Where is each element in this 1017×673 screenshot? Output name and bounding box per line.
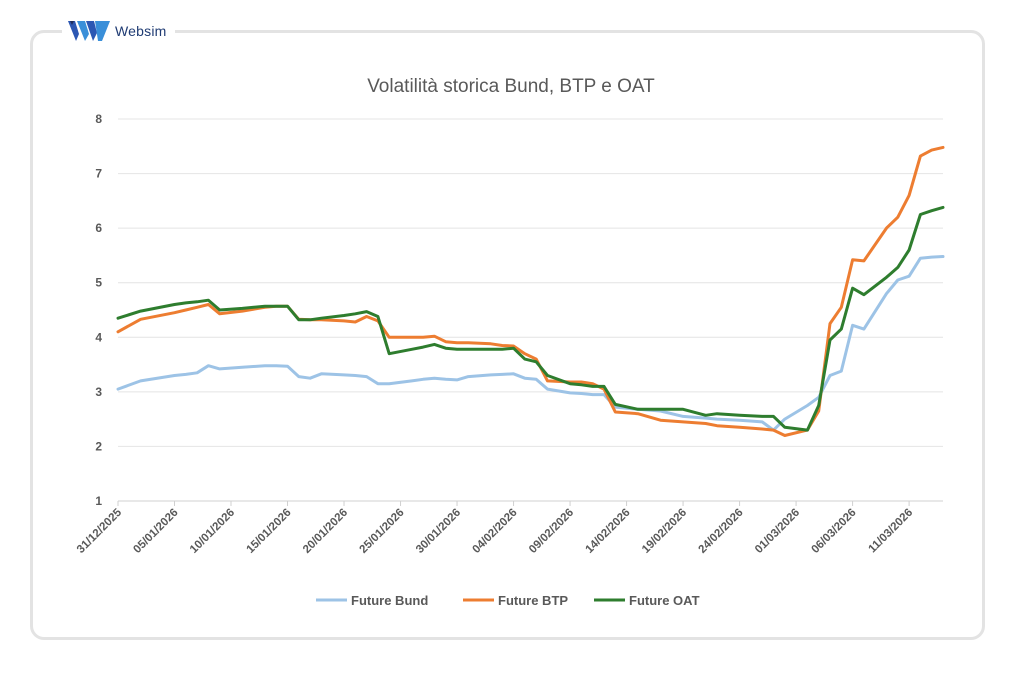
x-axis: 31/12/2025 05/01/2026 10/01/2026 15/01/2026… xyxy=(75,501,915,556)
series-line-future-bund xyxy=(116,255,945,432)
x-tick-label: 05/01/2026 xyxy=(131,507,180,556)
brand-header[interactable]: Websim xyxy=(62,18,175,44)
y-tick-label: 1 xyxy=(95,494,102,508)
x-tick-label: 09/02/2026 xyxy=(527,507,576,556)
chart-legend: Future Bund Future BTP Future OAT xyxy=(316,593,700,608)
y-tick-label: 8 xyxy=(95,112,102,126)
y-tick-label: 2 xyxy=(95,439,102,453)
x-tick-label: 14/02/2026 xyxy=(583,507,632,556)
y-tick-label: 5 xyxy=(95,276,102,290)
y-axis: 1 2 3 4 5 6 7 8 xyxy=(95,112,102,508)
x-tick-label: 31/12/2025 xyxy=(75,506,125,556)
y-tick-label: 4 xyxy=(95,330,102,344)
x-tick-label: 04/02/2026 xyxy=(470,507,519,556)
chart-frame xyxy=(30,30,985,640)
websim-logo-icon xyxy=(68,21,110,41)
series-group xyxy=(116,145,945,437)
x-tick-label: 19/02/2026 xyxy=(640,507,689,556)
x-tick-label: 15/01/2026 xyxy=(244,507,293,556)
x-tick-label: 30/01/2026 xyxy=(414,507,463,556)
chart-grid xyxy=(118,118,943,502)
y-tick-label: 6 xyxy=(95,221,102,235)
x-tick-label: 01/03/2026 xyxy=(753,507,802,556)
x-tick-label: 10/01/2026 xyxy=(188,507,237,556)
brand-name: Websim xyxy=(115,23,167,39)
x-tick-label: 20/01/2026 xyxy=(301,507,350,556)
y-tick-label: 3 xyxy=(95,385,102,399)
chart-title: Volatilità storica Bund, BTP e OAT xyxy=(367,76,655,97)
x-tick-label: 24/02/2026 xyxy=(697,507,746,556)
series-line-future-oat xyxy=(116,205,945,432)
legend-label: Future Bund xyxy=(351,593,428,608)
legend-label: Future BTP xyxy=(498,593,568,608)
x-tick-label: 25/01/2026 xyxy=(357,507,406,556)
x-tick-label: 06/03/2026 xyxy=(810,507,859,556)
y-tick-label: 7 xyxy=(95,167,102,181)
x-tick-label: 11/03/2026 xyxy=(866,507,915,556)
legend-label: Future OAT xyxy=(629,593,700,608)
